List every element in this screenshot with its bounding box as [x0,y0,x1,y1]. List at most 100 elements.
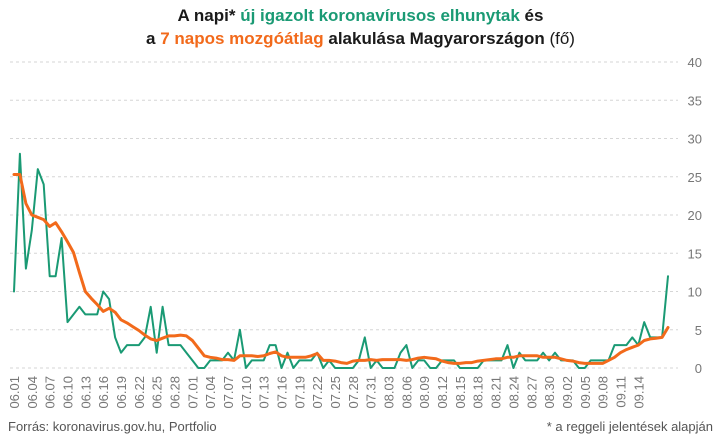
daily-point [423,359,425,361]
average-point [298,356,300,358]
daily-point [257,359,259,361]
daily-point [364,336,366,338]
average-point [536,355,538,357]
daily-point [619,344,621,346]
average-point [13,173,15,175]
daily-point [590,359,592,361]
daily-point [132,344,134,346]
average-point [54,221,56,223]
average-point [346,362,348,364]
daily-point [120,352,122,354]
average-point [191,339,193,341]
daily-point [417,359,419,361]
x-tick-label: 09.08 [596,376,611,409]
average-point [512,356,514,358]
average-point [607,359,609,361]
average-point [601,362,603,364]
daily-point [268,344,270,346]
average-point [488,358,490,360]
average-point [595,362,597,364]
average-point [459,362,461,364]
y-tick-label: 20 [688,208,702,223]
daily-point [286,352,288,354]
average-point [60,231,62,233]
daily-point [524,359,526,361]
x-tick-label: 07.01 [185,376,200,409]
x-tick-label: 08.21 [489,376,504,409]
average-point [548,356,550,358]
y-tick-label: 5 [695,323,702,338]
x-tick-label: 08.15 [453,376,468,409]
x-tick-label: 07.10 [239,376,254,409]
average-point [477,360,479,362]
average-point [584,362,586,364]
daily-point [126,344,128,346]
daily-point [542,352,544,354]
x-tick-label: 08.24 [506,376,521,409]
average-point [530,355,532,357]
daily-point [578,367,580,369]
y-tick-label: 0 [695,361,702,376]
average-point [399,358,401,360]
daily-point [209,359,211,361]
daily-point [292,367,294,369]
x-tick-label: 07.22 [310,376,325,409]
title-part: és [519,6,544,25]
daily-point [471,367,473,369]
average-point [393,358,395,360]
average-point [358,359,360,361]
average-point [292,356,294,358]
average-point [203,355,205,357]
daily-point [150,306,152,308]
daily-point [334,367,336,369]
average-point [578,361,580,363]
x-tick-label: 08.09 [417,376,432,409]
daily-point [274,344,276,346]
daily-point [215,359,217,361]
average-point [185,335,187,337]
daily-point [536,359,538,361]
average-point [161,337,163,339]
average-point [268,352,270,354]
average-point [417,357,419,359]
average-point [286,356,288,358]
average-point [310,355,312,357]
daily-point [239,329,241,331]
daily-point [179,344,181,346]
x-tick-label: 07.13 [257,376,272,409]
daily-point [114,336,116,338]
daily-point [405,344,407,346]
average-point [138,329,140,331]
average-point [631,346,633,348]
daily-point [512,367,514,369]
daily-point [465,367,467,369]
daily-point [435,367,437,369]
source-note: Forrás: koronavirus.gov.hu, Portfolio [8,419,217,434]
average-point [471,361,473,363]
daily-point [411,367,413,369]
daily-point [203,367,205,369]
average-point [619,352,621,354]
title-part: alakulása Magyarországon [323,29,550,48]
average-point [542,356,544,358]
daily-point [251,359,253,361]
average-point [566,359,568,361]
daily-point [340,367,342,369]
average-point [173,335,175,337]
daily-point [477,367,479,369]
x-tick-label: 07.19 [292,376,307,409]
daily-point [108,298,110,300]
daily-point [518,352,520,354]
average-point [494,358,496,360]
y-tick-label: 15 [688,246,702,261]
daily-point [387,367,389,369]
y-tick-label: 40 [688,55,702,70]
x-tick-label: 06.01 [7,376,22,409]
average-point [518,355,520,357]
daily-point [161,306,163,308]
average-point [352,360,354,362]
y-tick-label: 30 [688,132,702,147]
y-tick-label: 35 [688,93,702,108]
average-point [524,355,526,357]
